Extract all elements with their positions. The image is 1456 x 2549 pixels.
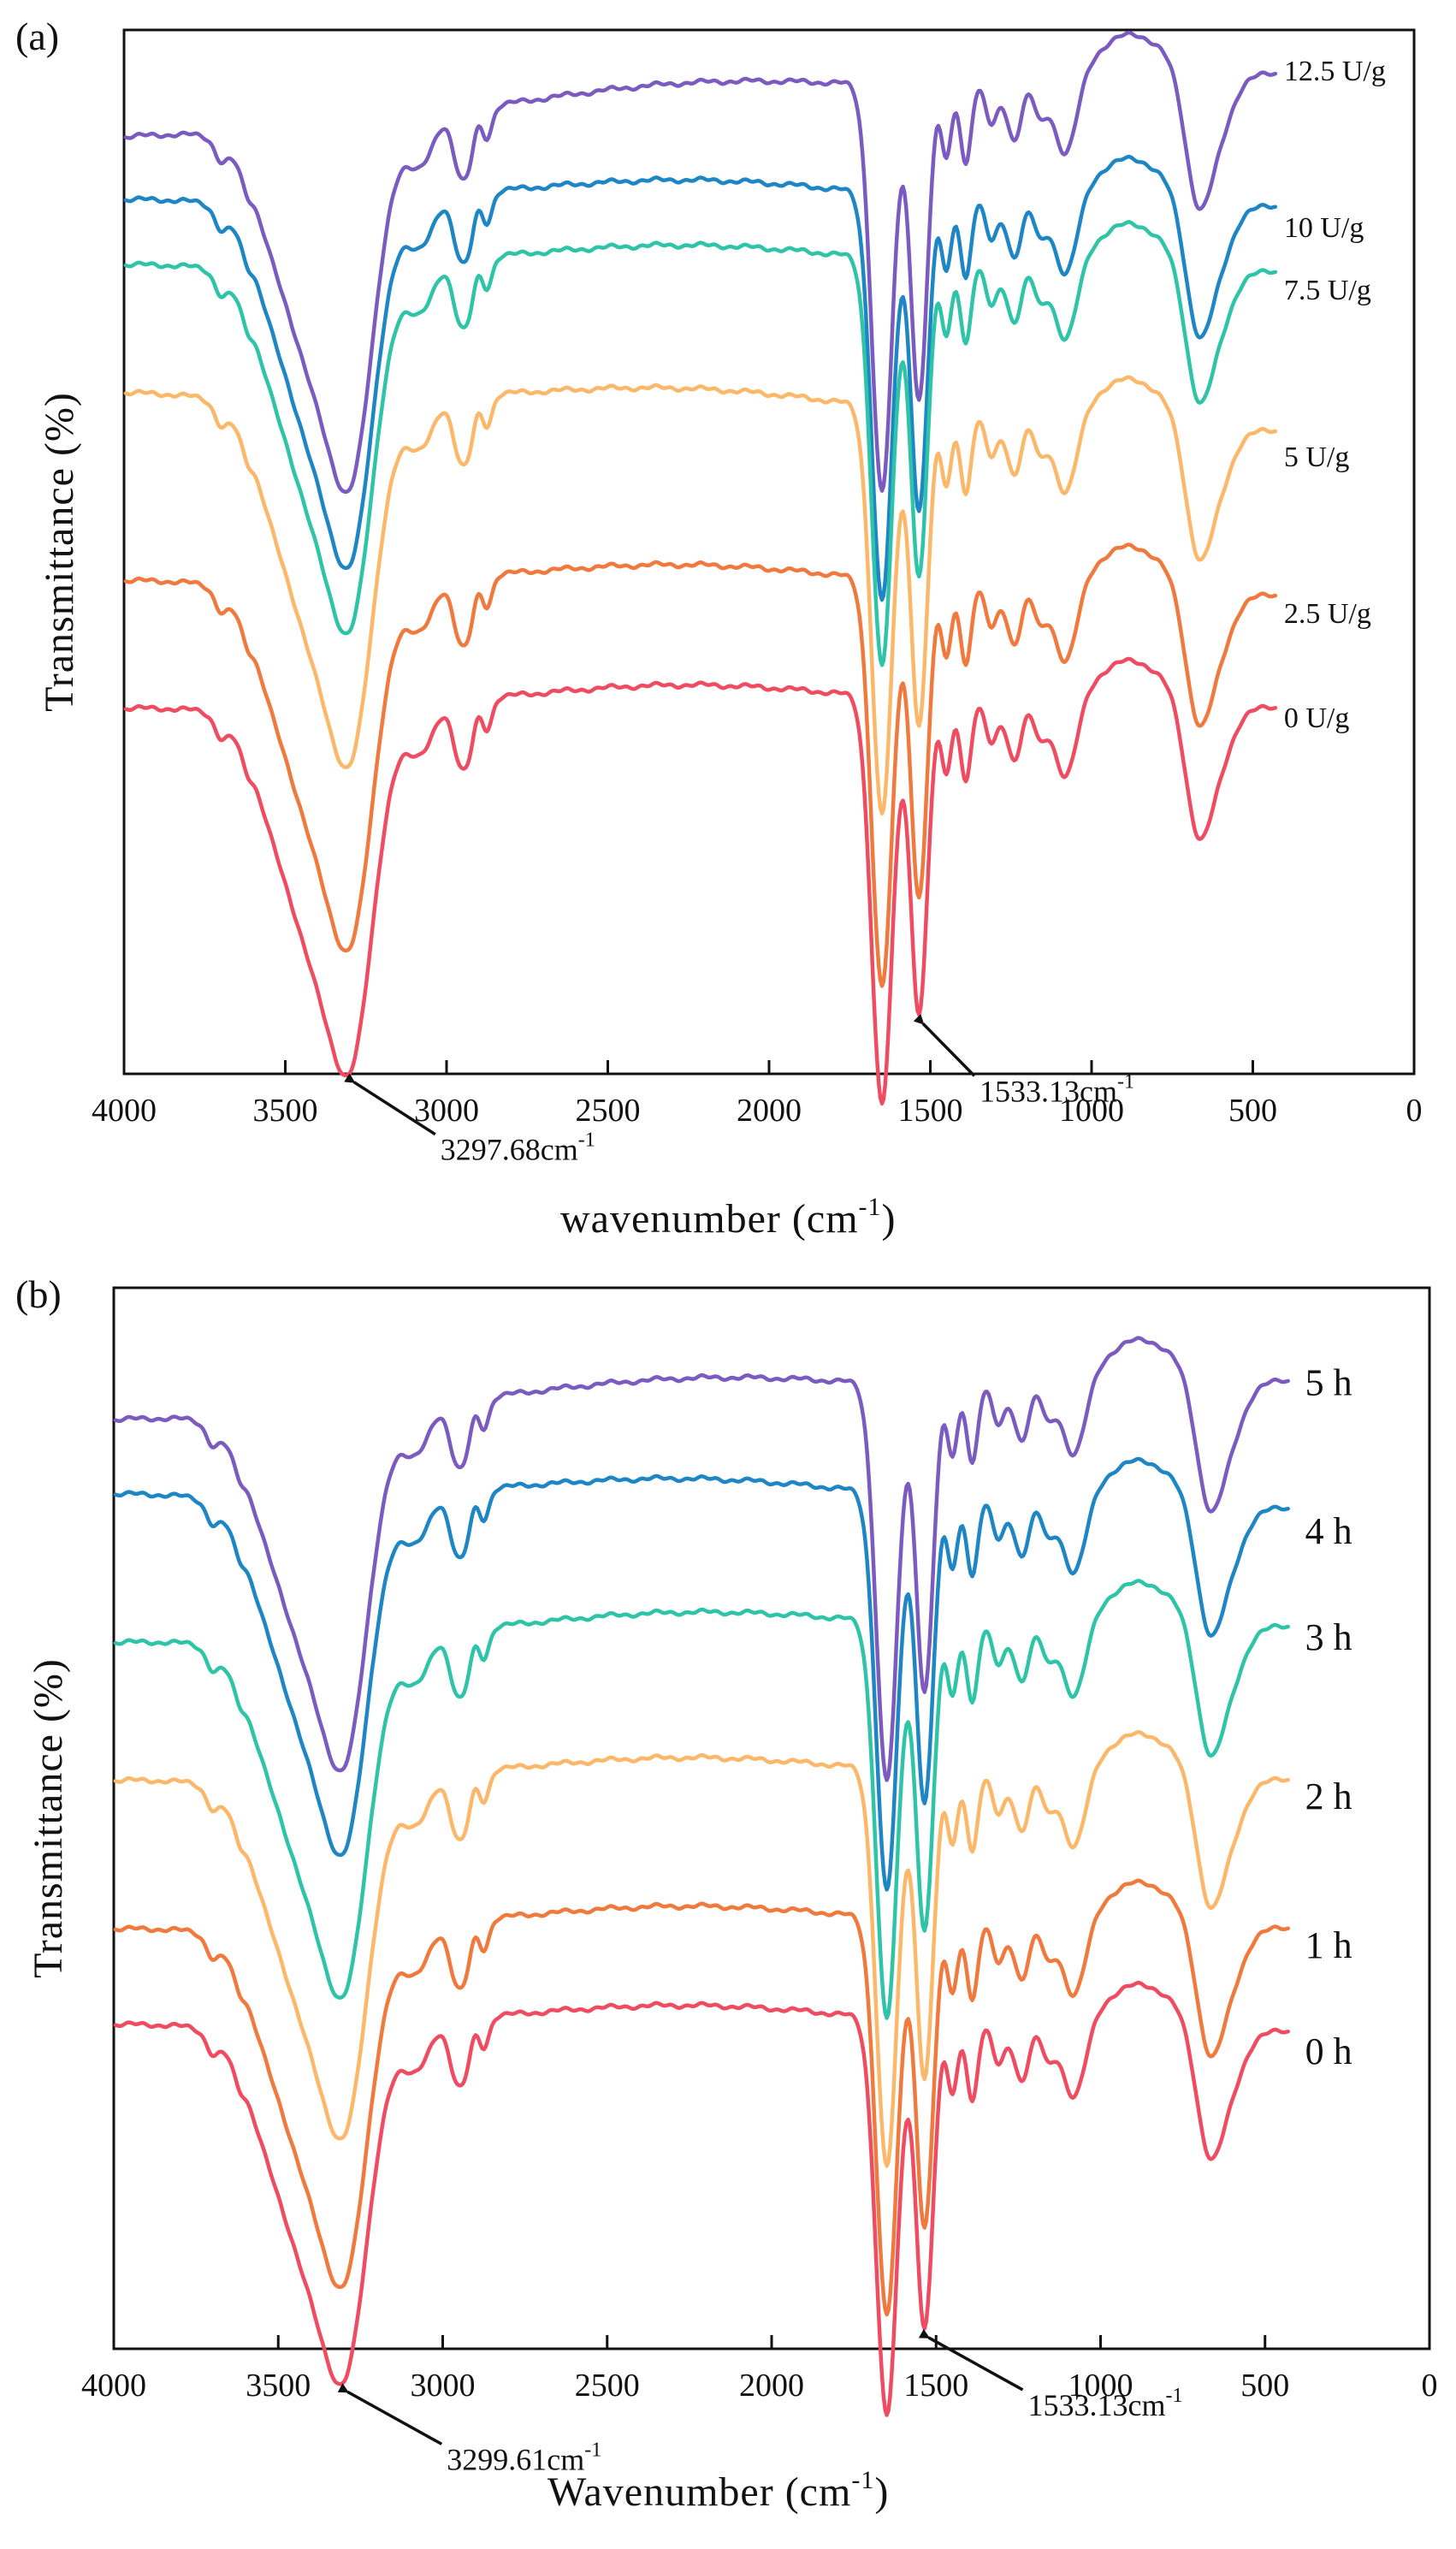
- panel-b: (b) 4000 3500 3000 2500 2000 1500 1000 500 0 5 h…: [15, 1272, 1438, 2515]
- x-tick-label: 500: [1240, 2368, 1289, 2404]
- series-line-10-u-g: [123, 154, 1278, 602]
- x-tick-label: 1500: [903, 2368, 968, 2404]
- series-label: 10 U/g: [1284, 212, 1364, 244]
- annotation-label: 3297.68cm-1: [441, 1129, 595, 1167]
- annotation-label: 3299.61cm-1: [447, 2439, 601, 2476]
- series-line-0-u-g: [123, 656, 1278, 1106]
- panel-b-legend-labels: 5 h 4 h 3 h 2 h 1 h 0 h: [1305, 1362, 1352, 2072]
- x-tick-label: 2500: [576, 1093, 641, 1129]
- panel-b-y-axis-title: Transmittance (%): [26, 1658, 71, 1978]
- x-tick-label: 2000: [737, 1093, 802, 1129]
- panel-b-annotations: 3299.61cm-1 1533.13cm-1: [337, 2328, 1183, 2476]
- annotation-arrow: [337, 2383, 443, 2445]
- x-tick-label: 0: [1422, 2368, 1438, 2404]
- series-line-0-h: [113, 1980, 1290, 2417]
- annotation-label: 1533.13cm-1: [1028, 2385, 1183, 2422]
- panel-a-legend-labels: 12.5 U/g 10 U/g 7.5 U/g 5 U/g 2.5 U/g 0 U/g: [1284, 56, 1386, 734]
- series-line-1-h: [113, 1878, 1290, 2317]
- series-label: 5 h: [1305, 1362, 1352, 1404]
- panel-b-x-ticks: 4000 3500 3000 2500 2000 1500 1000 500 0: [81, 2335, 1438, 2404]
- x-tick-label: 0: [1406, 1093, 1423, 1129]
- annotation-label: 1533.13cm-1: [980, 1070, 1134, 1108]
- annotation-arrow: [344, 1073, 436, 1136]
- series-line-4-h: [113, 1456, 1290, 1892]
- x-tick-label: 4000: [81, 2368, 146, 2404]
- x-tick-label: 3000: [411, 2368, 476, 2404]
- annotation-arrow: [918, 2328, 1024, 2392]
- panel-a-x-axis-title: wavenumber (cm-1): [560, 1193, 897, 1242]
- x-tick-label: 3000: [414, 1093, 479, 1129]
- series-line-12-5-u-g: [123, 30, 1278, 494]
- series-label: 5 U/g: [1284, 442, 1350, 473]
- x-tick-label: 1000: [1059, 1093, 1124, 1129]
- series-label: 1 h: [1305, 1924, 1352, 1966]
- panel-a-label: (a): [15, 15, 59, 58]
- series-label: 3 h: [1305, 1616, 1352, 1658]
- panel-a: (a) 4000 3500 3000 2500 2000 1500 1000 500 0 12.…: [15, 15, 1423, 1242]
- series-label: 2.5 U/g: [1284, 598, 1371, 630]
- series-label: 2 h: [1305, 1775, 1352, 1817]
- series-line-2-5-u-g: [123, 542, 1278, 988]
- x-tick-label: 500: [1228, 1093, 1277, 1129]
- x-tick-label: 3500: [253, 1093, 318, 1129]
- panel-a-x-ticks: 4000 3500 3000 2500 2000 1500 1000 500 0: [92, 1060, 1423, 1129]
- panel-a-y-axis-title: Transmittance (%): [37, 392, 82, 712]
- panel-a-curves: [123, 30, 1278, 1106]
- x-tick-label: 1000: [1068, 2368, 1133, 2404]
- series-label: 0 U/g: [1284, 702, 1350, 734]
- series-label: 7.5 U/g: [1284, 275, 1371, 306]
- series-line-2-h: [113, 1729, 1290, 2168]
- x-tick-label: 2000: [739, 2368, 804, 2404]
- series-line-3-h: [113, 1579, 1290, 2020]
- panel-a-annotations: 3297.68cm-1 1533.13cm-1: [344, 1014, 1134, 1167]
- series-label: 4 h: [1305, 1510, 1352, 1552]
- panel-b-x-axis-title: Wavenumber (cm-1): [547, 2466, 889, 2515]
- series-line-7-5-u-g: [123, 220, 1278, 667]
- series-label: 0 h: [1305, 2030, 1352, 2072]
- series-line-5-h: [113, 1336, 1290, 1782]
- panel-b-label: (b): [15, 1272, 62, 1316]
- annotation-arrow: [913, 1014, 976, 1077]
- x-tick-label: 4000: [92, 1093, 157, 1129]
- x-tick-label: 3500: [246, 2368, 311, 2404]
- x-tick-label: 1500: [898, 1093, 963, 1129]
- panel-b-curves: [113, 1336, 1290, 2417]
- x-tick-label: 2500: [575, 2368, 640, 2404]
- series-label: 12.5 U/g: [1284, 56, 1386, 87]
- series-line-5-u-g: [123, 375, 1278, 816]
